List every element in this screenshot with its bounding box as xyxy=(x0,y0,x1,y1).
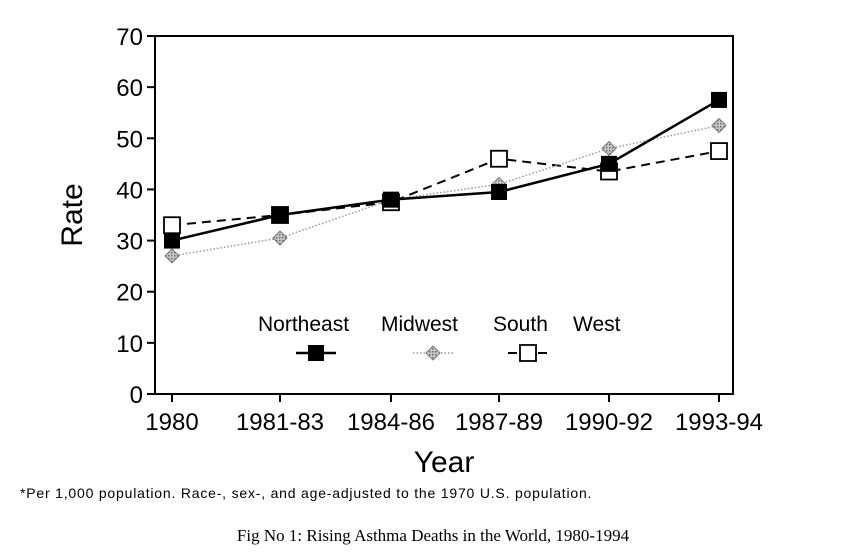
data-point-west xyxy=(710,142,728,160)
series-line-west xyxy=(171,150,720,227)
data-point-midwest xyxy=(711,117,727,134)
legend-marker-midwest xyxy=(425,345,441,361)
line-chart: 0 10 20 30 40 50 60 70 1980 1981-83 1984-86 1987-8… xyxy=(56,24,763,479)
x-tick-label: 1981-83 xyxy=(236,409,324,436)
data-point-northeast xyxy=(711,91,727,108)
x-tick-label: 1987-89 xyxy=(455,409,543,436)
data-point-northeast xyxy=(164,232,180,249)
legend-label-northeast: Northeast xyxy=(258,313,349,336)
plot-frame xyxy=(154,35,734,395)
y-axis-title: Rate xyxy=(56,183,89,246)
x-axis-title: Year xyxy=(414,446,475,479)
x-tick-label: 1993-94 xyxy=(675,409,763,436)
x-tick-label: 1980 xyxy=(145,409,198,436)
series-line-midwest xyxy=(171,124,720,257)
figure-caption: Fig No 1: Rising Asthma Deaths in the Wo… xyxy=(236,526,630,545)
data-point-west xyxy=(490,149,508,168)
footnote: *Per 1,000 population. Race-, sex-, and … xyxy=(20,485,593,501)
series-lines xyxy=(171,98,720,257)
y-tick-label: 20 xyxy=(116,280,143,307)
series-markers xyxy=(163,91,728,264)
data-point-northeast xyxy=(491,183,507,200)
legend-label-west: West xyxy=(573,313,621,336)
legend-marker-northeast xyxy=(308,345,324,361)
data-point-midwest xyxy=(601,140,617,157)
data-point-west xyxy=(163,216,181,235)
y-tick-label: 30 xyxy=(116,229,143,256)
data-point-northeast xyxy=(383,191,399,208)
y-tick-label: 40 xyxy=(116,177,143,204)
data-point-midwest xyxy=(272,230,288,246)
legend-label-midwest: Midwest xyxy=(381,313,458,336)
x-axis: 1980 1981-83 1984-86 1987-89 1990-92 1993-94 xyxy=(145,394,763,436)
legend-marker-west xyxy=(519,344,537,362)
y-tick-label: 60 xyxy=(116,75,143,102)
x-tick-label: 1984-86 xyxy=(347,409,435,436)
series-line-northeast xyxy=(171,98,720,242)
x-tick-label: 1990-92 xyxy=(565,409,653,436)
data-point-northeast xyxy=(272,207,288,223)
y-tick-label: 50 xyxy=(116,126,143,153)
y-tick-label: 70 xyxy=(116,24,143,51)
y-tick-label: 0 xyxy=(130,382,143,409)
legend-label-south: South xyxy=(493,313,548,336)
data-point-midwest xyxy=(164,248,180,264)
y-axis: 0 10 20 30 40 50 60 70 xyxy=(116,24,155,409)
data-point-northeast xyxy=(601,155,617,172)
y-tick-label: 10 xyxy=(116,331,143,358)
legend: Northeast Midwest South West xyxy=(258,313,621,362)
